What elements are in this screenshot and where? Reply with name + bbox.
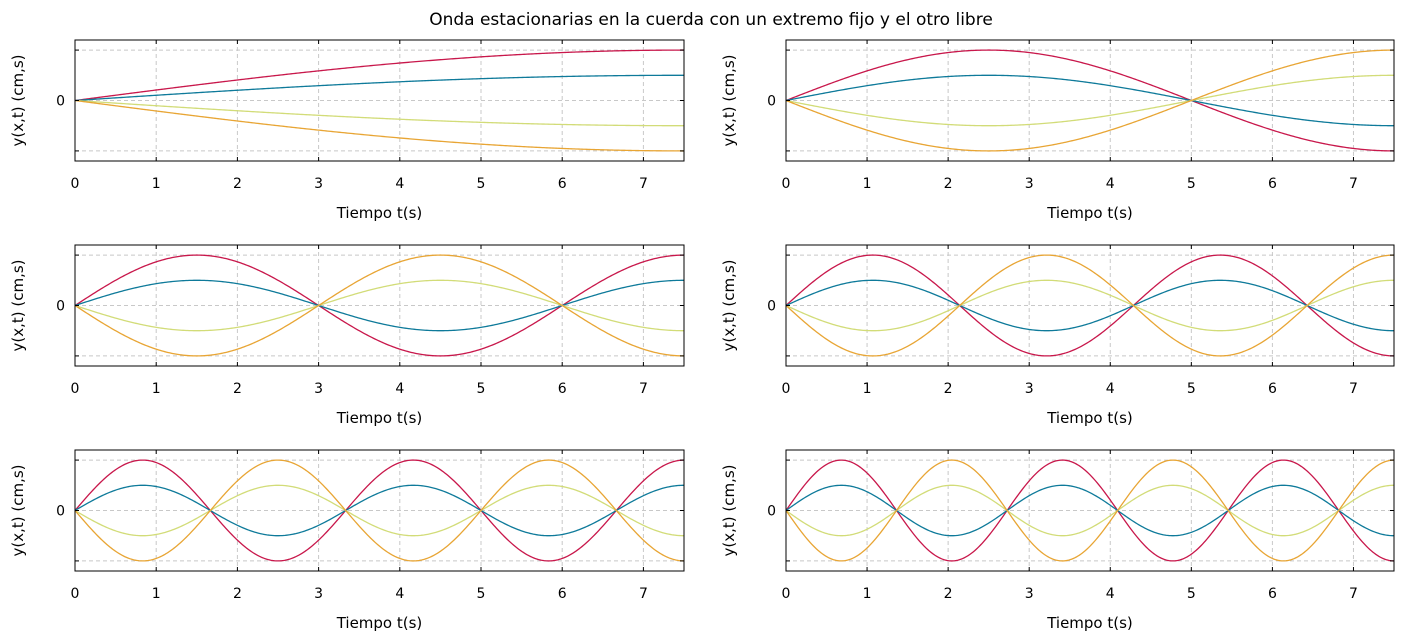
chart-panel-2: 0 1 2 3 4 5 6 7 0 Tiempo t(s) y(x,t) (cm,s) [720, 39, 1395, 222]
x-tick-label: 3 [314, 381, 323, 397]
x-tick-label: 1 [152, 586, 161, 602]
x-tick-label: 6 [1268, 586, 1277, 602]
series-line-4 [786, 254, 1394, 357]
series-line-2 [786, 484, 1394, 537]
x-tick-label: 5 [1187, 586, 1196, 602]
x-tick-label: 6 [1268, 381, 1277, 397]
y-axis-label: y(x,t) (cm,s) [720, 54, 738, 146]
series-line-3 [786, 74, 1394, 127]
x-tick-label: 4 [1106, 381, 1115, 397]
y-axis-label: y(x,t) (cm,s) [9, 464, 27, 556]
x-tick-label: 6 [558, 586, 567, 602]
series-line-2 [786, 74, 1394, 127]
x-tick-label: 2 [944, 586, 953, 602]
x-axis-label: Tiempo t(s) [1046, 409, 1133, 427]
y-axis-label: y(x,t) (cm,s) [720, 259, 738, 351]
x-tick-label: 2 [233, 586, 242, 602]
x-tick-label: 4 [395, 586, 404, 602]
series-line-2 [786, 279, 1394, 332]
x-tick-label: 4 [1106, 176, 1115, 192]
x-tick-label: 0 [71, 586, 80, 602]
y-axis-label: y(x,t) (cm,s) [9, 259, 27, 351]
x-tick-label: 4 [1106, 586, 1115, 602]
y-tick-label: 0 [767, 504, 776, 520]
series-line-3 [75, 99, 684, 127]
series-line-3 [786, 484, 1394, 537]
x-tick-label: 2 [944, 176, 953, 192]
x-tick-label: 7 [1349, 381, 1358, 397]
x-tick-label: 2 [944, 381, 953, 397]
series-line-1 [75, 254, 684, 357]
x-tick-label: 1 [152, 381, 161, 397]
x-axis-label: Tiempo t(s) [1046, 614, 1133, 632]
chart-panel-3: 0 1 2 3 4 5 6 7 0 Tiempo t(s) y(x,t) (cm,s) [9, 244, 685, 427]
x-tick-label: 7 [1349, 176, 1358, 192]
series-line-2 [75, 74, 684, 102]
x-axis-label: Tiempo t(s) [1046, 204, 1133, 222]
x-tick-label: 5 [1187, 381, 1196, 397]
series-line-2 [75, 279, 684, 332]
x-tick-label: 7 [639, 586, 648, 602]
chart-panel-1: 0 1 2 3 4 5 6 7 0 Tiempo t(s) y(x,t) (cm,s) [9, 39, 685, 222]
series-line-1 [786, 459, 1394, 562]
series-line-3 [75, 484, 684, 537]
x-tick-label: 3 [1025, 176, 1034, 192]
x-tick-label: 7 [639, 381, 648, 397]
series-line-1 [786, 254, 1394, 357]
chart-panel-4: 0 1 2 3 4 5 6 7 0 Tiempo t(s) y(x,t) (cm,s) [720, 244, 1395, 427]
series-line-4 [75, 459, 684, 562]
x-tick-label: 6 [558, 381, 567, 397]
x-tick-label: 5 [477, 381, 486, 397]
x-axis-label: Tiempo t(s) [336, 614, 423, 632]
x-axis-label: Tiempo t(s) [336, 204, 423, 222]
series-line-3 [75, 279, 684, 332]
x-tick-label: 1 [152, 176, 161, 192]
x-tick-label: 6 [558, 176, 567, 192]
x-tick-label: 2 [233, 381, 242, 397]
x-tick-label: 1 [863, 586, 872, 602]
x-tick-label: 4 [395, 381, 404, 397]
x-tick-label: 6 [1268, 176, 1277, 192]
series-line-1 [75, 459, 684, 562]
x-tick-label: 0 [782, 176, 791, 192]
x-tick-label: 0 [782, 381, 791, 397]
y-tick-label: 0 [767, 94, 776, 110]
series-line-4 [75, 254, 684, 357]
x-tick-label: 1 [863, 176, 872, 192]
x-tick-label: 3 [314, 586, 323, 602]
chart-panel-6: 0 1 2 3 4 5 6 7 0 Tiempo t(s) y(x,t) (cm,s) [720, 449, 1395, 632]
x-tick-label: 4 [395, 176, 404, 192]
series-line-1 [75, 49, 684, 102]
series-line-1 [786, 49, 1394, 152]
x-tick-label: 2 [233, 176, 242, 192]
x-tick-label: 1 [863, 381, 872, 397]
y-tick-label: 0 [56, 504, 65, 520]
x-tick-label: 0 [782, 586, 791, 602]
x-tick-label: 0 [71, 176, 80, 192]
x-tick-label: 5 [477, 586, 486, 602]
x-tick-label: 5 [1187, 176, 1196, 192]
series-line-3 [786, 279, 1394, 332]
x-tick-label: 7 [639, 176, 648, 192]
x-tick-label: 3 [1025, 586, 1034, 602]
y-tick-label: 0 [767, 299, 776, 315]
series-line-4 [786, 459, 1394, 562]
x-tick-label: 0 [71, 381, 80, 397]
series-line-2 [75, 484, 684, 537]
series-line-4 [75, 99, 684, 152]
y-axis-label: y(x,t) (cm,s) [9, 54, 27, 146]
x-tick-label: 3 [1025, 381, 1034, 397]
x-tick-label: 5 [477, 176, 486, 192]
figure-title: Onda estacionarias en la cuerda con un e… [429, 10, 993, 30]
x-tick-label: 3 [314, 176, 323, 192]
x-axis-label: Tiempo t(s) [336, 409, 423, 427]
series-line-4 [786, 49, 1394, 152]
x-tick-label: 7 [1349, 586, 1358, 602]
y-tick-label: 0 [56, 299, 65, 315]
chart-panel-5: 0 1 2 3 4 5 6 7 0 Tiempo t(s) y(x,t) (cm,s) [9, 449, 685, 632]
y-axis-label: y(x,t) (cm,s) [720, 464, 738, 556]
y-tick-label: 0 [56, 94, 65, 110]
